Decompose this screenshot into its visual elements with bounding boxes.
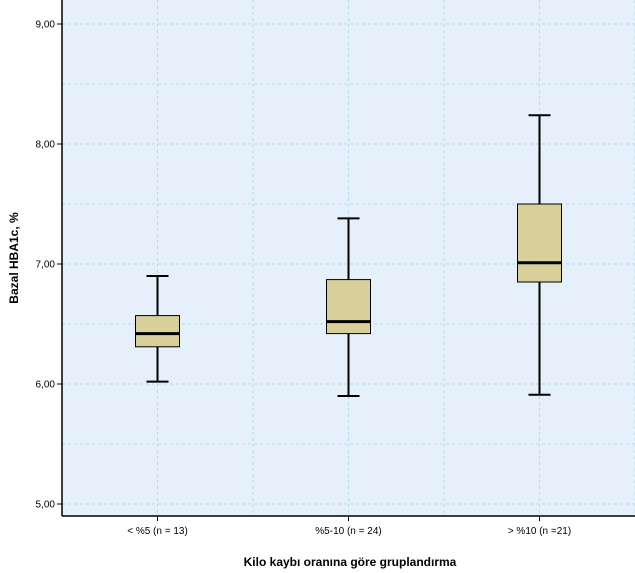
box-iqr — [135, 315, 180, 348]
y-axis-title: Bazal HBA1c, % — [7, 212, 21, 304]
box-group — [517, 114, 562, 396]
x-tick-label: %5-10 (n = 24) — [315, 526, 381, 537]
y-ticks: 5,00 6,00 7,00 8,00 9,00 — [36, 20, 62, 511]
boxes — [135, 114, 562, 397]
y-tick-label: 9,00 — [36, 20, 56, 31]
x-tick-label: > %10 (n =21) — [508, 526, 571, 537]
y-tick-label: 7,00 — [36, 260, 56, 271]
x-ticks: < %5 (n = 13) %5-10 (n = 24) > %10 (n =21) — [127, 516, 571, 537]
y-tick-label: 5,00 — [36, 500, 56, 511]
box-group — [135, 275, 180, 383]
y-tick-label: 6,00 — [36, 380, 56, 391]
x-axis-title: Kilo kaybı oranına göre gruplandırma — [244, 555, 457, 569]
box-group — [326, 217, 371, 397]
box-iqr — [517, 203, 562, 283]
y-tick-label: 8,00 — [36, 140, 56, 151]
box-iqr — [326, 279, 371, 335]
x-tick-label: < %5 (n = 13) — [127, 526, 188, 537]
